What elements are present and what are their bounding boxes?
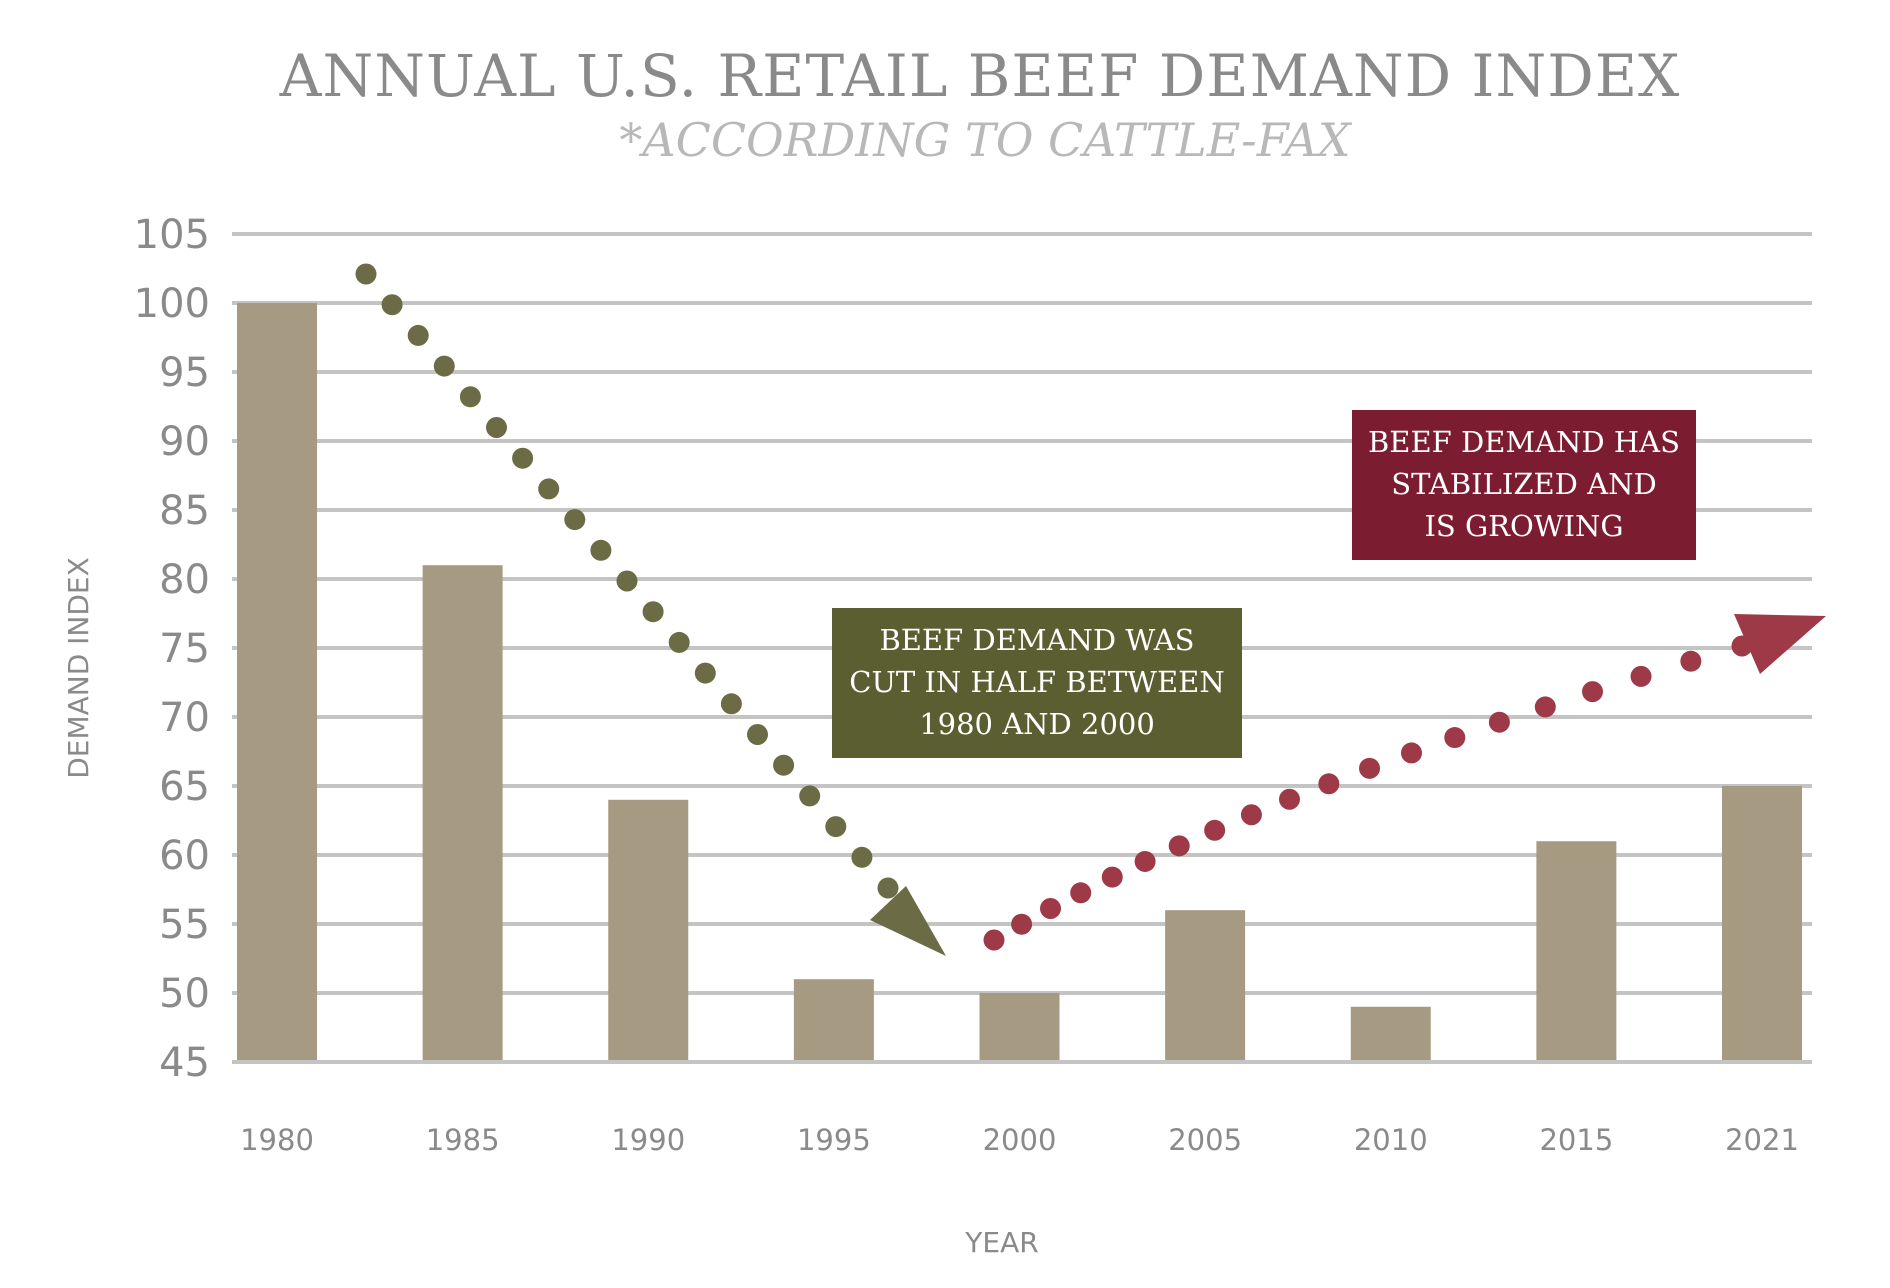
x-tick-label: 2010 <box>1354 1123 1428 1157</box>
decline-trend-dot <box>381 294 403 316</box>
growth-trend-dot <box>1168 835 1190 857</box>
y-tick-label: 65 <box>159 764 210 810</box>
y-tick-label: 75 <box>159 626 210 672</box>
growth-trend-dot <box>1240 804 1262 826</box>
decline-trend-dot <box>642 601 664 623</box>
y-tick-label: 100 <box>134 281 210 327</box>
y-tick-label: 50 <box>159 971 210 1017</box>
bar-1985 <box>422 565 503 1062</box>
bars <box>237 303 1802 1062</box>
decline-annotation-box: BEEF DEMAND WAS CUT IN HALF BETWEEN 1980… <box>832 608 1242 758</box>
decline-box-line-1: BEEF DEMAND WAS <box>879 623 1194 657</box>
bar-2000 <box>979 993 1060 1062</box>
y-tick-label: 45 <box>159 1040 210 1086</box>
decline-trend-dot <box>616 570 638 592</box>
bar-2005 <box>1165 910 1246 1062</box>
bar-1980 <box>237 303 317 1062</box>
decline-trend-dot <box>877 877 899 899</box>
bar-2015 <box>1536 841 1617 1062</box>
decline-trend-dot <box>747 724 768 745</box>
y-tick-label: 55 <box>159 902 210 948</box>
decline-trend-dot <box>799 785 821 807</box>
decline-trend-dot <box>773 754 795 776</box>
y-tick-label: 90 <box>159 419 210 465</box>
chart-title: ANNUAL U.S. RETAIL BEEF DEMAND INDEX <box>279 42 1681 110</box>
growth-trend-dot <box>983 929 1005 951</box>
decline-box-background <box>832 608 1242 758</box>
growth-box-line-3: IS GROWING <box>1424 509 1623 543</box>
x-axis-ticks: 1980 1985 1990 1995 2000 2005 2010 2015 2021 <box>240 1123 1799 1157</box>
growth-trend-dot <box>1204 819 1226 841</box>
x-axis-label: YEAR <box>964 1226 1038 1259</box>
growth-box-line-1: BEEF DEMAND HAS <box>1368 425 1680 459</box>
growth-annotation-box: BEEF DEMAND HAS STABILIZED AND IS GROWIN… <box>1352 410 1696 560</box>
growth-box-background <box>1352 410 1696 560</box>
x-tick-label: 2021 <box>1725 1123 1799 1157</box>
decline-trend-arrow <box>355 263 946 956</box>
decline-arrowhead <box>870 886 946 956</box>
y-axis-ticks: 105 100 95 90 85 80 75 70 65 60 55 50 45 <box>134 212 210 1086</box>
growth-trend-dot <box>1488 711 1510 733</box>
decline-trend-dot <box>459 386 481 408</box>
growth-trend-dot <box>1040 897 1062 919</box>
x-tick-label: 2000 <box>983 1123 1057 1157</box>
y-tick-label: 70 <box>159 695 210 741</box>
bar-2021 <box>1722 786 1802 1062</box>
decline-trend-dot <box>851 846 873 868</box>
growth-trend-dot <box>1444 727 1466 749</box>
bar-2010 <box>1350 1006 1431 1062</box>
decline-trend-dot <box>668 631 690 653</box>
y-tick-label: 95 <box>159 350 210 396</box>
growth-trend-dot <box>1318 773 1340 795</box>
decline-trend-dot <box>590 539 612 561</box>
x-tick-label: 1985 <box>426 1123 500 1157</box>
y-tick-label: 60 <box>159 833 210 879</box>
y-tick-label: 105 <box>134 212 210 258</box>
decline-trend-dot <box>694 662 716 684</box>
y-tick-label: 85 <box>159 488 210 534</box>
chart-subtitle: *ACCORDING TO CATTLE-FAX <box>619 113 1352 167</box>
growth-trend-dot <box>1582 681 1604 703</box>
growth-arrowhead <box>1734 614 1826 674</box>
x-tick-label: 2015 <box>1539 1123 1613 1157</box>
decline-trend-dot <box>512 447 534 469</box>
x-tick-label: 2005 <box>1168 1123 1242 1157</box>
growth-trend-dot <box>1011 913 1033 935</box>
growth-trend-dot <box>1101 866 1123 888</box>
bar-1990 <box>608 799 689 1062</box>
x-tick-label: 1995 <box>797 1123 871 1157</box>
growth-trend-arrow <box>983 614 1826 951</box>
decline-trend-dot <box>433 355 455 377</box>
decline-trend-dot <box>720 693 742 715</box>
x-tick-label: 1990 <box>611 1123 685 1157</box>
decline-trend-dot <box>538 478 560 500</box>
growth-trend-dot <box>1278 788 1300 810</box>
y-tick-label: 80 <box>159 557 210 603</box>
decline-trend-dot <box>486 417 507 438</box>
x-tick-label: 1980 <box>240 1123 314 1157</box>
decline-trend-dot <box>825 816 847 838</box>
growth-trend-dot <box>1630 665 1652 687</box>
bar-1995 <box>793 979 874 1062</box>
growth-trend-dot <box>1134 850 1156 872</box>
decline-trend-dot <box>355 263 377 285</box>
growth-trend-dot <box>1680 650 1702 672</box>
growth-trend-dot <box>1070 882 1092 904</box>
decline-trend-dot <box>407 324 429 346</box>
y-axis-label: DEMAND INDEX <box>62 557 95 779</box>
decline-box-line-3: 1980 AND 2000 <box>919 707 1155 741</box>
growth-trend-dot <box>1401 742 1423 764</box>
decline-trend-dot <box>564 509 586 531</box>
growth-trend-dot <box>1534 696 1556 718</box>
growth-box-line-2: STABILIZED AND <box>1391 467 1656 501</box>
decline-box-line-2: CUT IN HALF BETWEEN <box>849 665 1224 699</box>
growth-trend-dot <box>1359 757 1381 779</box>
